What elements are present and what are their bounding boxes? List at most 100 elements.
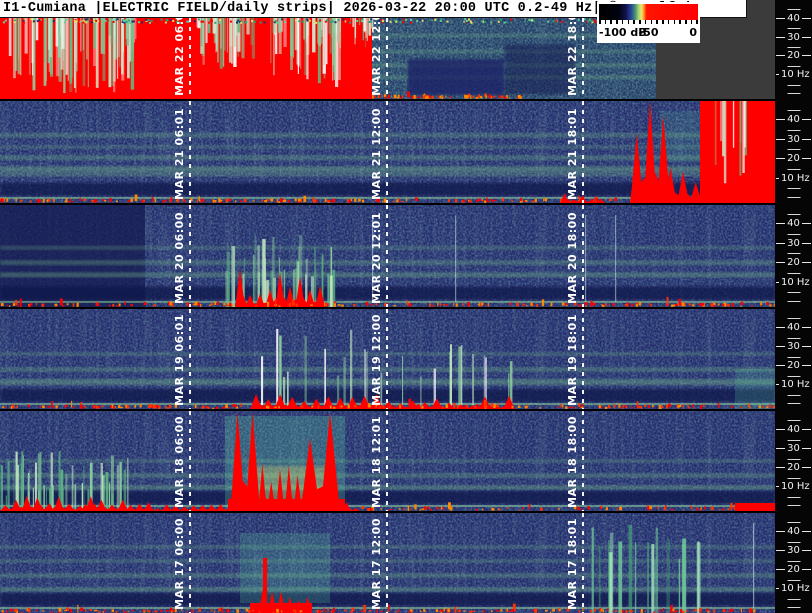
time-marker-line [582,0,584,99]
minor-tick [787,8,800,10]
tick-dash [776,429,786,430]
minor-tick [787,168,800,170]
minor-tick [787,356,800,358]
minor-tick [787,93,800,95]
frequency-scale: 40 30 20 10 Hz [775,513,812,613]
frequency-tick-label: 10 Hz [781,379,810,390]
minor-tick [787,477,800,479]
colorbar-tick [621,20,624,24]
colorbar-tick [616,20,618,24]
frequency-tick-row: 40 [775,13,812,24]
tick-dash [801,531,812,532]
tick-dash [801,55,812,57]
minor-tick [787,84,800,86]
frequency-tick-row: 30 [775,238,812,249]
time-marker-line [189,0,191,99]
colorbar-gradient [599,4,698,20]
frequency-tick-row: 10 Hz [775,379,812,390]
time-marker-label: MAR 21 18:01 [566,108,579,200]
tick-dash [776,346,786,347]
frequency-tick-label: 20 [787,50,800,62]
tick-dash [801,569,812,570]
colorbar-tick [604,20,607,24]
minor-tick [787,541,800,543]
frequency-tick-label: 20 [787,257,800,269]
time-marker-line [189,411,191,511]
tick-dash [801,36,812,38]
time-marker-label: MAR 19 12:00 [370,314,383,406]
colorbar-tick [662,20,664,24]
tick-dash [801,17,812,19]
tick-dash [776,588,779,589]
frequency-tick-row: 10 Hz [775,481,812,492]
frequency-tick-row: 30 [775,341,812,352]
frequency-tick-label: 30 [787,341,800,352]
tick-dash [776,158,786,160]
tick-dash [776,365,786,366]
frequency-tick-label: 30 [787,133,800,145]
frequency-tick-label: 20 [787,462,800,473]
time-marker-line [386,411,388,511]
tick-dash [776,138,786,140]
frequency-tick-row: 20 [775,360,812,371]
colorbar-min-label: -100 dB [599,26,647,39]
frequency-tick-row: 20 [775,153,812,164]
frequency-tick-label: 40 [787,114,800,126]
frequency-tick-label: 10 Hz [781,69,810,81]
frequency-tick-label: 10 Hz [781,583,810,594]
time-marker-line [582,309,584,409]
minor-tick [787,188,800,190]
time-marker-label: MAR 17 18:01 [566,518,579,610]
spectrogram-strip-mar-17: MAR 17 06:00 MAR 17 12:00 MAR 17 18:01 [0,513,775,613]
spectrogram-strip-mar-21: MAR 21 06:01 MAR 21 12:00 MAR 21 18:01 [0,101,775,203]
tick-dash [776,17,786,19]
minor-tick [787,607,800,608]
tick-dash [801,429,812,430]
minor-tick [787,522,800,523]
frequency-tick-row: 40 [775,218,812,229]
colorbar-legend: -100 dB -50 0 [597,2,700,43]
frequency-tick-label: 40 [787,12,800,24]
time-marker-line [582,411,584,511]
tick-dash [776,448,786,449]
frequency-tick-row: 30 [775,443,812,454]
time-marker-label: MAR 18 12:01 [370,416,383,508]
tick-dash [776,384,779,385]
time-marker-label: MAR 21 06:01 [173,108,186,200]
tick-dash [801,242,812,244]
frequency-tick-label: 20 [787,564,800,575]
frequency-tick-label: 20 [787,360,800,371]
tick-dash [776,119,786,121]
frequency-tick-row: 20 [775,257,812,268]
colorbar-tick [650,20,653,24]
tick-dash [776,36,786,38]
spectrogram-strip-mar-18: MAR 18 06:00 MAR 18 12:01 MAR 18 18:00 [0,411,775,511]
tick-dash [776,569,786,570]
page-title: I1-Cumiana |ELECTRIC FIELD/daily strips|… [3,1,701,16]
time-marker-line [189,205,191,307]
frequency-axis: 40 30 20 10 Hz 40 30 20 10 Hz 40 30 20 10 Hz 40 30 20 1… [775,0,812,613]
frequency-tick-label: 40 [787,424,800,435]
minor-tick [787,110,800,112]
minor-tick [787,234,800,236]
time-marker-label: MAR 17 12:00 [370,518,383,610]
minor-tick [787,149,800,151]
colorbar-max-label: 0 [689,26,697,39]
tick-dash [801,346,812,347]
colorbar-tick [644,20,647,24]
minor-tick [787,130,800,132]
title-bar: I1-Cumiana |ELECTRIC FIELD/daily strips|… [0,0,747,18]
frequency-tick-row: 20 [775,564,812,575]
minor-tick [787,214,800,216]
tick-dash [776,223,786,225]
frequency-tick-row: 40 [775,322,812,333]
tick-dash [801,158,812,160]
tick-dash [776,177,779,179]
tick-dash [776,74,779,76]
tick-dash [776,55,786,57]
frequency-scale: 40 30 20 10 Hz [775,205,812,307]
minor-tick [787,560,800,562]
tick-dash [776,550,786,551]
minor-tick [787,458,800,460]
